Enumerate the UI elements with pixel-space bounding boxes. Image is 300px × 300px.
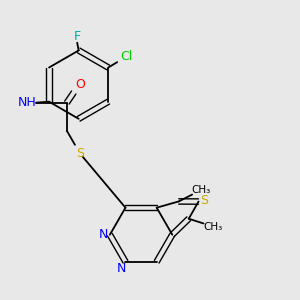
Text: CH₃: CH₃ (203, 222, 223, 232)
Text: O: O (75, 78, 85, 91)
Text: CH₃: CH₃ (191, 185, 211, 195)
Text: Cl: Cl (121, 50, 133, 63)
Text: NH: NH (17, 96, 36, 109)
Text: S: S (200, 194, 208, 207)
Text: S: S (76, 147, 84, 160)
Text: N: N (117, 262, 127, 275)
Text: F: F (74, 30, 81, 43)
Text: N: N (99, 228, 108, 241)
